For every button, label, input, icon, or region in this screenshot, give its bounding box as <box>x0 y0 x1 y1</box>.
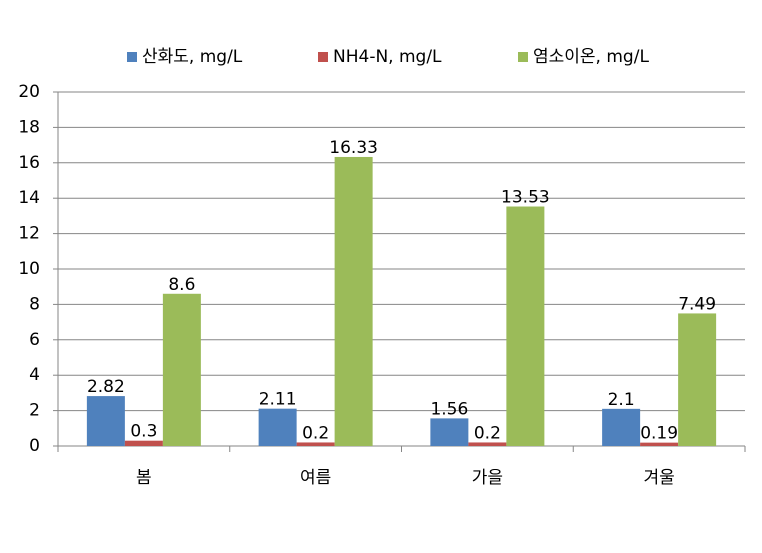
bar <box>602 408 641 446</box>
bar <box>86 396 125 446</box>
x-category-label: 가을 <box>472 468 503 488</box>
bar <box>678 313 717 446</box>
y-tick-label: 14 <box>18 188 40 208</box>
axes <box>53 91 746 452</box>
data-label: 13.53 <box>501 188 550 208</box>
legend-label: NH4-N, mg/L <box>333 47 442 67</box>
y-tick-label: 16 <box>18 153 40 173</box>
data-label: 2.82 <box>87 377 125 397</box>
data-label: 0.19 <box>640 424 678 444</box>
data-labels: 2.820.38.62.110.216.331.560.213.532.10.1… <box>87 138 716 444</box>
legend-swatch <box>318 52 328 62</box>
data-label: 8.6 <box>168 275 195 295</box>
y-tick-label: 18 <box>18 117 40 137</box>
data-label: 1.56 <box>430 399 468 419</box>
y-tick-label: 4 <box>29 365 40 385</box>
data-label: 0.3 <box>130 422 157 442</box>
bar <box>334 156 373 447</box>
bar <box>124 440 163 446</box>
bar <box>258 408 297 446</box>
y-tick-label: 8 <box>29 294 40 314</box>
x-axis-category-labels: 봄 여름 가을 겨울 <box>136 468 675 488</box>
y-axis-tick-labels: 0 2 4 6 8 10 12 14 16 18 20 <box>18 82 40 456</box>
y-tick-label: 10 <box>18 259 40 279</box>
bar <box>162 293 201 446</box>
x-category-label: 봄 <box>136 468 152 488</box>
legend-label: 염소이온, mg/L <box>533 47 649 67</box>
data-label: 0.2 <box>302 423 329 443</box>
bar <box>430 418 469 446</box>
y-tick-label: 0 <box>29 436 40 456</box>
bar <box>468 442 507 446</box>
legend-swatch <box>127 52 137 62</box>
legend-label: 산화도, mg/L <box>142 47 243 67</box>
data-label: 7.49 <box>678 294 716 314</box>
bar <box>506 206 545 446</box>
bars <box>86 156 717 447</box>
bar <box>640 442 679 446</box>
gridlines <box>58 91 745 447</box>
legend-swatch <box>518 52 528 62</box>
y-tick-label: 12 <box>18 224 40 244</box>
legend: 산화도, mg/L NH4-N, mg/L 염소이온, mg/L <box>127 47 649 67</box>
data-label: 2.11 <box>259 390 297 410</box>
y-tick-label: 6 <box>29 330 40 350</box>
data-label: 0.2 <box>474 423 501 443</box>
x-category-label: 여름 <box>300 468 331 488</box>
data-label: 2.1 <box>608 390 635 410</box>
bar <box>296 442 335 446</box>
y-tick-label: 2 <box>29 401 40 421</box>
x-category-label: 겨울 <box>643 468 674 488</box>
y-tick-label: 20 <box>18 82 40 102</box>
data-label: 16.33 <box>329 138 378 158</box>
